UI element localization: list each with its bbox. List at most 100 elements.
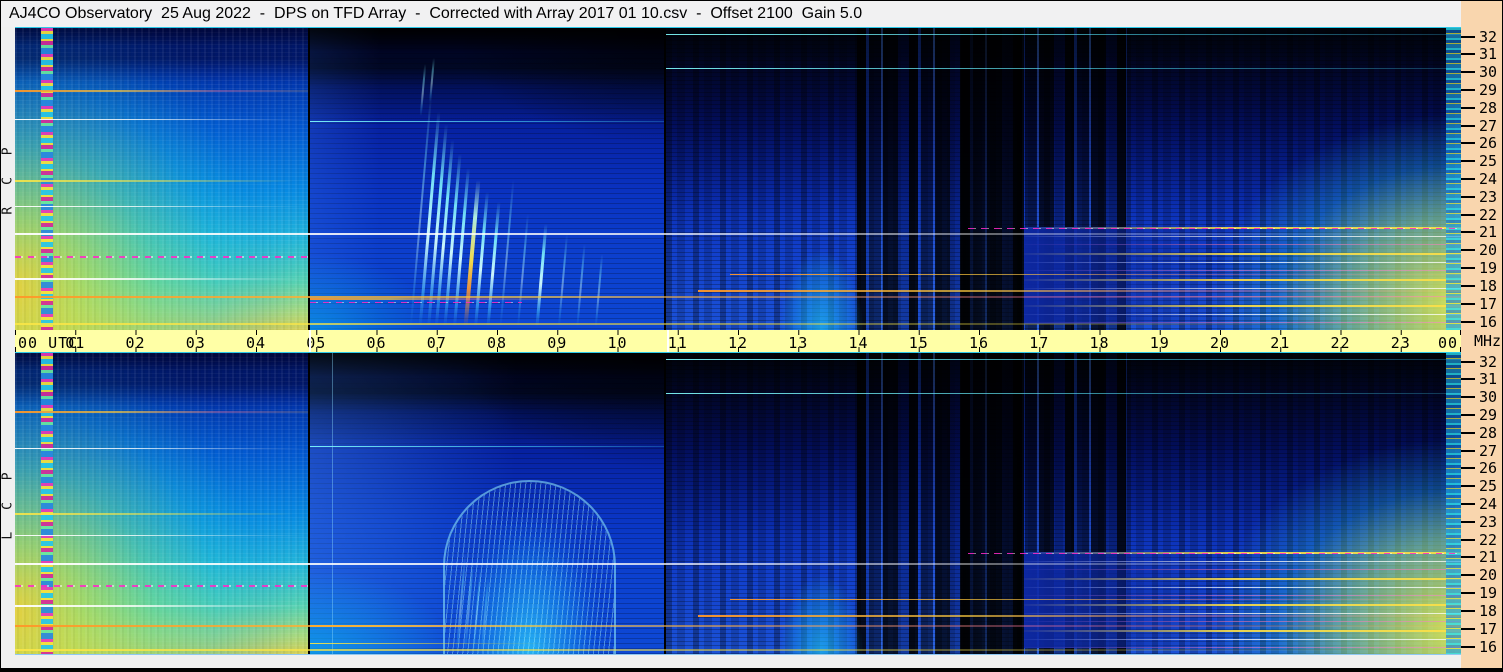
freq-axis-unit: MHz [1474, 332, 1502, 350]
rcp-label: R C P [0, 140, 16, 215]
freq-tick: 25 [1461, 477, 1502, 495]
time-tick-label: 02 [125, 334, 146, 352]
freq-tick: 22 [1461, 530, 1502, 549]
speckle-column [41, 28, 53, 330]
tick-mark [1461, 88, 1475, 91]
tick-mark [1461, 124, 1475, 127]
tick-mark [1461, 627, 1475, 630]
freq-tick: 31 [1461, 370, 1502, 389]
time-tick-label: 09 [547, 334, 568, 352]
freq-tick-label: 19 [1479, 584, 1498, 603]
freq-axis-rcp: 32 31 30 29 28 27 26 25 24 23 22 21 20 1… [1461, 27, 1502, 331]
time-tick-label: 14 [848, 334, 869, 352]
time-tick-label: 21 [1270, 334, 1291, 352]
freq-tick-label: 26 [1479, 134, 1498, 153]
bottom-margin [15, 655, 1461, 668]
interference-line [15, 585, 308, 587]
freq-tick: 24 [1461, 495, 1502, 513]
tick-mark [1461, 592, 1475, 595]
time-tick-label: 22 [1330, 334, 1351, 352]
freq-tick-label: 24 [1479, 170, 1498, 188]
emission-hump [777, 563, 865, 654]
freq-tick-label: 25 [1479, 152, 1498, 171]
tick-mark [1461, 178, 1475, 180]
freq-tick-label: 17 [1479, 619, 1498, 638]
freq-tick-label: 18 [1479, 601, 1498, 620]
segment-separator [667, 330, 669, 352]
tick-mark [1461, 645, 1475, 648]
vertical-line [332, 353, 333, 654]
time-tick-label: 10 [607, 334, 628, 352]
tick-mark [1461, 231, 1475, 234]
freq-tick-label: 21 [1479, 223, 1498, 242]
radio-burst [535, 224, 548, 326]
rcp-segment-3 [664, 28, 1461, 330]
time-tick-label: 16 [968, 334, 990, 352]
freq-tick: 23 [1461, 187, 1502, 206]
freq-tick-label: 32 [1479, 352, 1498, 371]
freq-tick: 21 [1461, 548, 1502, 566]
interference-line [310, 121, 664, 122]
interference-line [15, 256, 308, 258]
freq-tick: 17 [1461, 294, 1502, 313]
emission-hump [777, 239, 865, 330]
time-tick-label: 18 [1089, 334, 1110, 352]
freq-tick: 23 [1461, 512, 1502, 531]
polarization-label-column: R C P L C P [0, 27, 16, 668]
tick-mark [1461, 142, 1475, 145]
freq-tick-label: 22 [1479, 530, 1498, 549]
freq-tick-label: 17 [1479, 294, 1498, 313]
freq-tick: 20 [1461, 566, 1502, 585]
tick-mark [1461, 195, 1475, 198]
radio-burst [419, 64, 427, 116]
freq-tick-label: 18 [1479, 276, 1498, 295]
lcp-segment-1 [15, 353, 308, 654]
tick-mark [1461, 574, 1475, 577]
spectrogram-area: 00 UTC 01 02 03 04 05 06 07 08 09 10 11 … [15, 27, 1461, 668]
radio-burst [486, 202, 501, 326]
interference-line [15, 513, 308, 515]
freq-tick-label: 23 [1479, 512, 1498, 531]
interference-line [15, 411, 308, 413]
title-bar: AJ4CO Observatory 25 Aug 2022 - DPS on T… [1, 1, 1461, 27]
tick-mark [1461, 467, 1475, 470]
freq-tick-label: 31 [1479, 370, 1498, 389]
radio-burst [576, 244, 586, 326]
interference-line [15, 278, 308, 280]
tick-mark [1461, 284, 1475, 287]
tick-mark [1461, 71, 1475, 74]
spectrogram-panel-lcp [15, 352, 1461, 655]
freq-tick: 20 [1461, 241, 1502, 259]
time-tick-label: 13 [788, 334, 809, 352]
freq-tick: 29 [1461, 406, 1502, 424]
freq-tick: 32 [1461, 28, 1502, 46]
interference-line [15, 206, 308, 207]
time-tick-label: 06 [366, 334, 387, 352]
tick-mark [1461, 538, 1475, 541]
freq-tick: 19 [1461, 584, 1502, 603]
tick-mark [1461, 106, 1475, 109]
tick-mark [1461, 556, 1475, 559]
freq-tick-label: 31 [1479, 45, 1498, 64]
freq-tick: 25 [1461, 152, 1502, 171]
freq-tick-label: 16 [1479, 637, 1498, 656]
lcp-segment-3 [664, 353, 1461, 654]
bright-line-cluster [1023, 551, 1461, 648]
freq-tick: 18 [1461, 276, 1502, 295]
tick-mark [1461, 360, 1475, 363]
freq-tick-label: 24 [1479, 495, 1498, 513]
time-tick-label: 19 [1149, 334, 1170, 352]
freq-tick: 21 [1461, 223, 1502, 242]
time-tick-label: 12 [727, 334, 749, 352]
freq-tick: 30 [1461, 388, 1502, 406]
freq-tick: 27 [1461, 117, 1502, 135]
time-tick-label: 07 [426, 334, 447, 352]
radio-burst [499, 180, 515, 326]
freq-tick: 26 [1461, 134, 1502, 153]
freq-tick-label: 20 [1479, 566, 1498, 585]
page-title: AJ4CO Observatory 25 Aug 2022 - DPS on T… [9, 5, 863, 22]
freq-tick-label: 23 [1479, 187, 1498, 206]
freq-tick: 16 [1461, 637, 1502, 656]
tick-mark [1461, 267, 1475, 270]
freq-tick-label: 22 [1479, 205, 1498, 224]
